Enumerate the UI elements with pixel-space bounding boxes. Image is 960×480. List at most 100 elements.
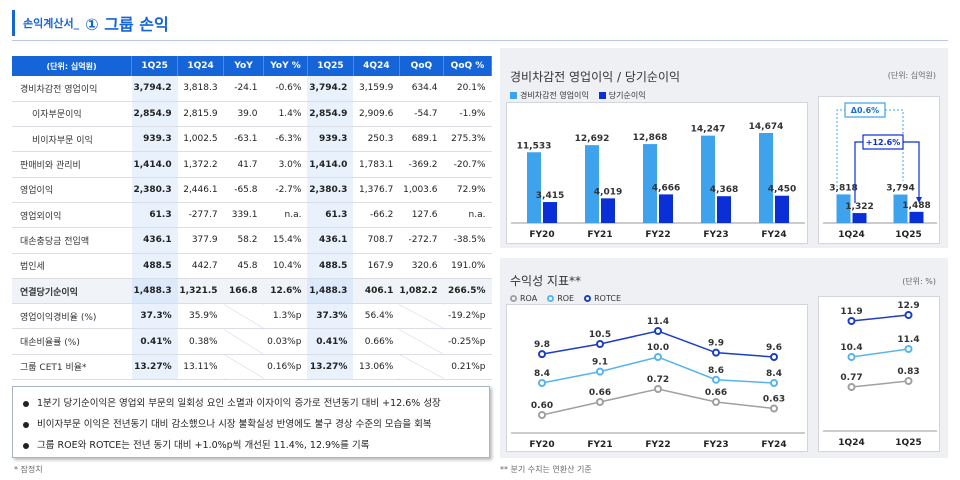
table-cell [399,303,444,330]
data-label: 9.1 [592,358,608,368]
table-cell: -20.7% [443,151,492,178]
table-cell: 20.1% [443,76,492,102]
table-row: 판매비와 관리비 1,414.0 1,372.2 41.7 3.0% 1,414.0 1,7… [12,151,492,178]
x-tick-label: 1Q25 [895,230,921,240]
table-cell: 13.11% [177,354,224,381]
footnote-provisional: * 잠정치 [14,465,43,474]
bar [527,152,541,223]
table-cell: -277.7 [177,202,224,229]
col-header: YoY [223,56,264,76]
col-header: QoQ [399,56,445,76]
data-point [596,367,604,376]
data-label: 0.66 [705,388,727,398]
table-cell: 1.4% [263,101,308,128]
table-cell [223,354,264,381]
profit-chart-panel: 경비차감전 영업이익 / 당기순이익 (단위: 십억원) 경비차감전 영업이익 … [500,48,948,248]
data-label: 3,415 [536,191,564,201]
table-cell: 488.5 [307,253,354,279]
bar [717,196,731,223]
table-cell: -272.7 [399,227,444,254]
row-label: 경비차감전 영업이익 [12,76,132,102]
annual-line-box: 0.60 0.66 0.72 0.66 0.63 8.4 9.1 10.0 8.6 8.4 9.8 1… [506,304,808,452]
table-cell: 0.41% [131,328,178,355]
table-cell: 689.1 [399,126,444,153]
data-label: 0.66 [589,388,611,398]
table-cell: -0.6% [263,76,308,102]
table-cell: 266.5% [443,278,492,305]
table-cell: 61.3 [307,202,354,229]
table-cell: 1,488.3 [131,278,178,305]
annotation-connector [854,141,920,203]
table-cell: 3,818.3 [177,76,224,102]
table-cell: 0.38% [177,328,224,355]
data-label: 9.8 [534,340,550,350]
legend-marker [510,295,517,302]
table-row: 영업이익 2,380.3 2,446.1 -65.8 -2.7% 2,380.3 1,376… [12,177,492,203]
table-cell: -54.7 [399,101,444,128]
bullet-dot [23,442,29,449]
row-label: 법인세 [12,253,132,279]
table-cell: -6.3% [263,126,308,153]
series-line [851,380,909,388]
data-point [847,317,856,325]
table-cell: 56.4% [353,303,400,330]
table-cell: 488.5 [131,253,178,279]
data-label: 9.9 [708,339,724,349]
data-label: 12.9 [897,301,919,311]
row-label: 영업이익경비율 (%) [12,303,132,330]
data-point [538,411,546,419]
table-cell: 1,003.6 [399,177,444,203]
table-cell: 1,002.5 [177,126,224,153]
table-cell: 37.3% [307,303,354,330]
legend-item: ROTCE [584,294,621,303]
table-cell: 1,082.2 [399,278,444,305]
header-accent-bar [12,10,15,36]
data-point [847,383,856,391]
data-label: 11,533 [517,141,552,151]
data-label: 10.5 [589,330,611,340]
table-cell: 127.6 [399,202,444,229]
table-row: 영업외이익 61.3 -277.7 339.1 n.a. 61.3 -66.2 127.6 n.… [12,202,492,229]
bar [852,213,867,223]
bar [893,194,908,223]
table-cell: 167.9 [353,253,400,279]
x-tick-label: 1Q25 [895,438,921,448]
annotation-connector [836,109,904,187]
data-label: 14,674 [749,122,784,132]
table-cell: 708.7 [353,227,400,254]
table-cell: -369.2 [399,151,444,178]
bullet-text: 비이자부문 이익은 전년동기 대비 감소했으나 시장 불확실성 반영에도 불구 … [37,419,432,430]
profitability-panel: 수익성 지표** (단위: %) ROA ROE ROTCE 0.60 0.66 0… [500,258,948,458]
table-cell: 1.3%p [263,303,308,330]
table-cell: 2,446.1 [177,177,224,203]
table-cell: 0.66% [353,328,400,355]
data-label: 11.4 [897,335,919,345]
bar [601,198,615,223]
data-point [770,404,778,413]
row-label: 비이자부문 이익 [12,126,132,153]
data-point [596,340,604,348]
bar [659,194,673,223]
table-cell: 339.1 [223,202,264,229]
col-header: 1Q24 [177,56,225,76]
table-cell: 13.27% [131,354,178,381]
data-label: 0.63 [763,395,785,405]
series-line [851,314,909,322]
annotation-label: Δ0.6% [851,106,879,115]
table-cell: 320.6 [399,253,444,279]
data-label: 4,019 [594,187,622,197]
data-point [654,327,662,335]
table-cell: 72.9% [443,177,492,203]
annual-line-chart: 0.60 0.66 0.72 0.66 0.63 8.4 9.1 10.0 8.6 8.4 9.8 1… [511,317,805,450]
data-point [654,353,662,361]
table-row: 이자부문이익 2,854.9 2,815.9 39.0 1.4% 2,854.9 2,909… [12,101,492,128]
page-header: 손익계산서_ ① 그룹 손익 [12,8,169,38]
col-header: 1Q25 [131,56,179,76]
table-cell: 939.3 [307,126,354,153]
table-cell: 61.3 [131,202,178,229]
table-cell: 58.2 [223,227,264,254]
table-row: 대손충당금 전입액 436.1 377.9 58.2 15.4% 436.1 708.7 -2… [12,227,492,254]
data-label: 0.60 [531,401,553,411]
table-cell: 634.4 [399,76,444,102]
data-label: 8.4 [534,369,550,379]
